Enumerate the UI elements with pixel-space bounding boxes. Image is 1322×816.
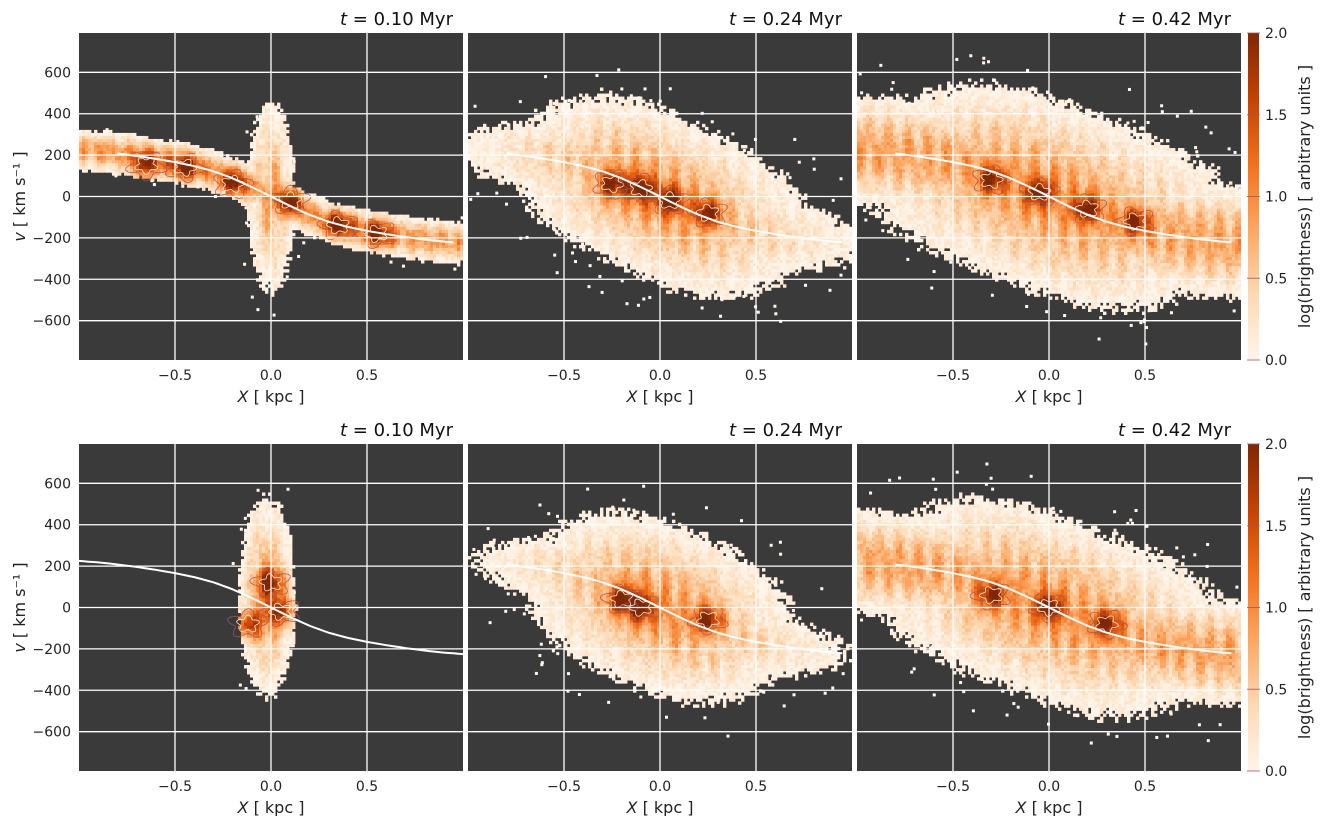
panel-r1-c3: −0.5 0.0 0.5 X [ kpc ] t = 0.42 Myr xyxy=(857,9,1241,406)
colorbar-tick-label: 2.0 xyxy=(1265,437,1287,453)
colorbars: 0.0 0.5 1.0 1.5 2.0 log(brightness) [ arbitra… xyxy=(1247,26,1314,780)
grid xyxy=(79,33,463,360)
colorbar-tick-label: 0.5 xyxy=(1265,271,1287,287)
colorbar-tick-label: 1.5 xyxy=(1265,108,1287,124)
x-tick-label: 0.5 xyxy=(1134,779,1156,795)
y-tick-label: −400 xyxy=(33,683,71,699)
x-tick-label: 0.0 xyxy=(1038,779,1060,795)
y-tick-label: 0 xyxy=(62,190,71,206)
x-tick-label: 0.0 xyxy=(649,368,671,384)
panel-r2-c3: −0.5 0.0 0.5 X [ kpc ] t = 0.42 Myr xyxy=(857,420,1241,816)
x-tick-label: −0.5 xyxy=(547,779,581,795)
colorbar-tick-label: 0.0 xyxy=(1265,764,1287,780)
y-tick-label: 200 xyxy=(44,559,71,575)
colorbar-tick-label: 0.0 xyxy=(1265,353,1287,369)
emission-map xyxy=(468,68,852,323)
x-tick-label: −0.5 xyxy=(936,779,970,795)
colorbar-tick-label: 1.0 xyxy=(1265,601,1287,617)
y-axis-label: v [ km s⁻¹ ] xyxy=(10,562,29,652)
colorbar-tick-label: 1.5 xyxy=(1265,519,1287,535)
y-tick-label: 200 xyxy=(44,148,71,164)
colorbar-row-2: 0.0 0.5 1.0 1.5 2.0 log(brightness) [ arbitra… xyxy=(1247,437,1314,780)
x-tick-label: −0.5 xyxy=(547,368,581,384)
emission-map xyxy=(857,54,1241,346)
x-tick-label: 0.5 xyxy=(356,368,378,384)
y-tick-label: 400 xyxy=(44,518,71,534)
y-tick-label: 400 xyxy=(44,107,71,123)
x-axis-label: X [ kpc ] xyxy=(237,387,305,406)
rotation-curve xyxy=(117,152,454,244)
grid xyxy=(857,444,1241,771)
panel-title: t = 0.10 Myr xyxy=(340,9,454,30)
colorbar-row-1: 0.0 0.5 1.0 1.5 2.0 log(brightness) [ arbitra… xyxy=(1247,26,1314,369)
x-tick-label: −0.5 xyxy=(936,368,970,384)
panel-title: t = 0.42 Myr xyxy=(1118,9,1232,30)
panel-r1-c2: −0.5 0.0 0.5 X [ kpc ] t = 0.24 Myr xyxy=(468,9,852,406)
x-tick-label: 0.5 xyxy=(1134,368,1156,384)
emission-map xyxy=(227,487,300,702)
y-tick-label: −200 xyxy=(33,642,71,658)
x-axis-label: X [ kpc ] xyxy=(626,387,694,406)
x-tick-label: 0.0 xyxy=(1038,368,1060,384)
panel-title: t = 0.24 Myr xyxy=(729,420,843,441)
colorbar-label: log(brightness) [ arbitrary units ] xyxy=(1295,476,1314,739)
x-axis-label: X [ kpc ] xyxy=(1015,387,1083,406)
x-axis-label: X [ kpc ] xyxy=(626,798,694,816)
panel-title: t = 0.10 Myr xyxy=(340,420,454,441)
y-tick-label: −600 xyxy=(33,725,71,741)
x-axis-label: X [ kpc ] xyxy=(1015,798,1083,816)
emission-map xyxy=(79,102,463,317)
rotation-curve xyxy=(895,152,1232,244)
rotation-curve xyxy=(506,563,843,655)
rotation-curve xyxy=(506,152,843,244)
y-tick-label: 600 xyxy=(44,65,71,81)
x-tick-label: −0.5 xyxy=(158,368,192,384)
rotation-curve xyxy=(79,559,463,656)
panel-title: t = 0.42 Myr xyxy=(1118,420,1232,441)
colorbar-label: log(brightness) [ arbitrary units ] xyxy=(1295,65,1314,328)
x-tick-label: 0.0 xyxy=(649,779,671,795)
panels: −0.5 0.0 0.5 X [ kpc ] −600 −400 −200 0 200 400 60… xyxy=(10,9,1241,816)
y-tick-label: 600 xyxy=(44,476,71,492)
x-tick-label: 0.0 xyxy=(260,779,282,795)
colorbar-tick-label: 0.5 xyxy=(1265,682,1287,698)
x-tick-label: 0.0 xyxy=(260,368,282,384)
y-tick-label: 0 xyxy=(62,601,71,617)
rotation-curve xyxy=(895,563,1232,655)
y-axis-label: v [ km s⁻¹ ] xyxy=(10,151,29,241)
y-tick-label: −400 xyxy=(33,272,71,288)
x-tick-label: 0.5 xyxy=(356,779,378,795)
x-tick-label: −0.5 xyxy=(158,779,192,795)
x-tick-label: 0.5 xyxy=(745,368,767,384)
x-tick-label: 0.5 xyxy=(745,779,767,795)
colorbar-tick-label: 1.0 xyxy=(1265,190,1287,206)
panel-r1-c1: −0.5 0.0 0.5 X [ kpc ] −600 −400 −200 0 200 400 60… xyxy=(10,9,463,406)
panel-title: t = 0.24 Myr xyxy=(729,9,843,30)
colorbar-tick-label: 2.0 xyxy=(1265,26,1287,42)
panel-r2-c2: −0.5 0.0 0.5 X [ kpc ] t = 0.24 Myr xyxy=(468,420,852,816)
y-tick-label: −600 xyxy=(33,314,71,330)
x-axis-label: X [ kpc ] xyxy=(237,798,305,816)
panel-r2-c1: −0.5 0.0 0.5 X [ kpc ] −600 −400 −200 0 200 400 60… xyxy=(10,420,463,816)
y-tick-label: −200 xyxy=(33,231,71,247)
